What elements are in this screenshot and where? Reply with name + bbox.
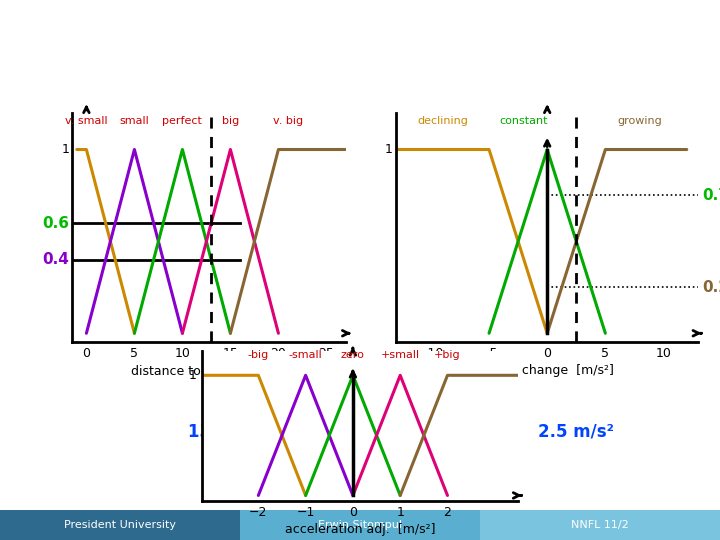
- Text: 2.5 m/s²: 2.5 m/s²: [539, 423, 614, 441]
- Text: declining: declining: [417, 116, 468, 126]
- Text: 0.25: 0.25: [702, 280, 720, 295]
- Text: Fuzzy Logic: Fuzzy Logic: [192, 6, 266, 16]
- X-axis label: speed change  [m/s²]: speed change [m/s²]: [480, 364, 614, 377]
- Text: 13 m: 13 m: [188, 423, 234, 441]
- FancyBboxPatch shape: [0, 510, 240, 540]
- Text: perfect: perfect: [163, 116, 202, 126]
- Text: -small: -small: [289, 350, 323, 360]
- Text: v. big: v. big: [273, 116, 303, 126]
- Text: 0.75: 0.75: [702, 188, 720, 203]
- Text: 0.4: 0.4: [42, 252, 69, 267]
- Text: Erwin Sitompul: Erwin Sitompul: [318, 520, 402, 530]
- FancyBboxPatch shape: [240, 510, 480, 540]
- Text: President University: President University: [64, 520, 176, 530]
- Text: Solution: Homework 10: Solution: Homework 10: [325, 32, 691, 59]
- Text: Fuzzy Control: Fuzzy Control: [274, 6, 361, 16]
- Text: 1: 1: [384, 143, 392, 156]
- Text: v. small: v. small: [65, 116, 108, 126]
- Text: 0.6: 0.6: [42, 215, 69, 231]
- Text: NNFL 11/2: NNFL 11/2: [571, 520, 629, 530]
- Text: big: big: [222, 116, 239, 126]
- Text: 1: 1: [61, 143, 69, 156]
- Text: zero: zero: [341, 350, 365, 360]
- Text: +big: +big: [434, 350, 461, 360]
- X-axis label: acceleration adj.  [m/s²]: acceleration adj. [m/s²]: [284, 523, 436, 537]
- FancyBboxPatch shape: [480, 510, 720, 540]
- Text: 1: 1: [189, 369, 197, 382]
- Text: -big: -big: [248, 350, 269, 360]
- X-axis label: distance to next car  [m]: distance to next car [m]: [131, 364, 287, 377]
- Text: small: small: [120, 116, 149, 126]
- Text: constant: constant: [500, 116, 548, 126]
- Text: +small: +small: [381, 350, 420, 360]
- Text: growing: growing: [618, 116, 662, 126]
